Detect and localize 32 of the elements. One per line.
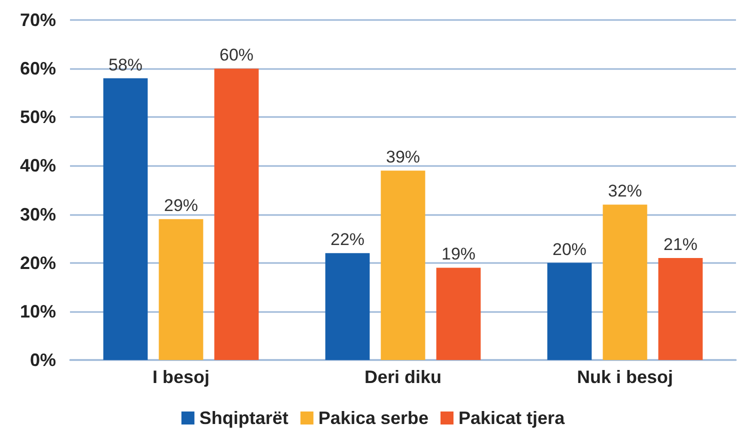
bar [547,262,592,360]
y-tick-label: 30% [20,204,56,224]
legend-label: Pakicat tjera [458,408,566,428]
data-label: 20% [552,240,587,259]
bar [380,170,426,360]
data-label: 39% [386,148,420,167]
y-tick-label: 70% [20,10,56,30]
y-tick-label: 40% [20,156,56,176]
legend-label: Pakica serbe [318,408,429,428]
x-tick-label: Deri diku [364,367,442,387]
y-tick-label: 0% [30,350,56,370]
bar [602,204,648,360]
bar [103,78,148,360]
data-label: 19% [441,244,476,264]
data-label: 60% [219,46,254,65]
bar [158,219,204,360]
y-tick-label: 60% [20,58,56,79]
y-tick-label: 20% [20,252,56,273]
data-label: 21% [663,235,698,254]
x-tick-label: Nuk i besoj [576,367,674,387]
legend-label: Shqiptarët [199,408,288,428]
data-label: 32% [608,182,642,201]
x-tick-label: I besoj [152,367,210,387]
bar [658,258,703,360]
data-label: 58% [108,55,143,74]
bar [436,268,481,360]
data-label: 22% [330,230,365,250]
bar [325,253,370,360]
data-label: 29% [164,196,198,216]
bar [214,68,259,360]
y-tick-label: 10% [20,301,56,322]
y-tick-label: 50% [20,107,56,128]
